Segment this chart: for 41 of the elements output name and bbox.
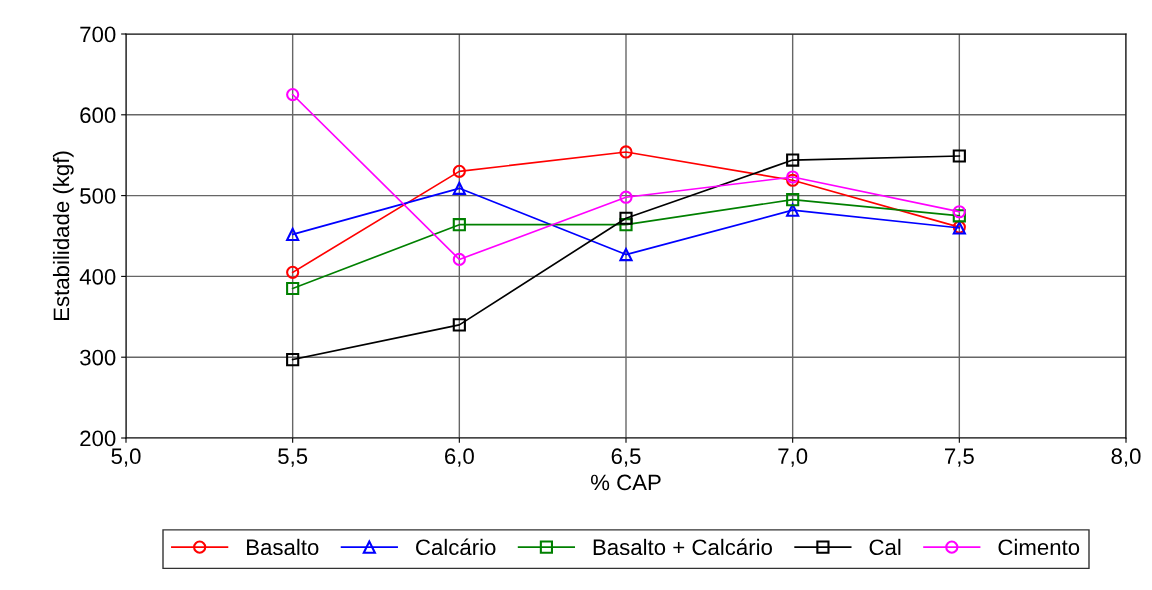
point	[619, 145, 633, 159]
legend-label: Calcário	[416, 538, 496, 556]
point	[952, 205, 966, 219]
point	[286, 227, 300, 241]
y-tick-label: 700	[80, 26, 116, 43]
x-tick-label: 8,0	[1111, 448, 1141, 467]
point	[286, 353, 300, 367]
legend-label: Cal	[869, 538, 901, 556]
x-tick-label: 7,5	[945, 448, 974, 467]
point	[286, 88, 300, 102]
x-tick-label: 6,5	[611, 448, 641, 467]
point	[452, 164, 466, 178]
point	[786, 203, 800, 217]
x-axis-title: % CAP	[590, 474, 661, 491]
x-tick-label: 6,0	[445, 448, 474, 467]
legend-label: Cimento	[998, 538, 1080, 556]
point	[286, 265, 300, 279]
point	[952, 149, 966, 163]
y-axis-title: Estabilidade (kgf)	[52, 151, 74, 321]
point	[619, 247, 633, 262]
point	[452, 318, 466, 332]
point	[786, 193, 800, 207]
point	[452, 218, 466, 232]
point	[286, 281, 300, 296]
y-tick-label: 300	[80, 349, 116, 366]
y-tick-label: 400	[79, 268, 116, 285]
point	[452, 181, 466, 195]
point	[619, 190, 633, 204]
x-tick-label: 5,5	[278, 448, 308, 467]
legend-label: Basalto	[247, 538, 319, 556]
legend-label: Basalto + Calcário	[593, 538, 772, 556]
x-tick-label: 7,0	[778, 448, 808, 467]
y-tick-label: 600	[80, 107, 116, 124]
y-tick-label: 500	[80, 188, 116, 204]
point	[952, 209, 966, 223]
point	[619, 211, 633, 225]
y-tick-label: 200	[80, 430, 116, 447]
x-tick-label: 5,0	[111, 448, 141, 467]
point	[619, 218, 633, 232]
point	[452, 252, 466, 267]
point	[786, 153, 800, 167]
